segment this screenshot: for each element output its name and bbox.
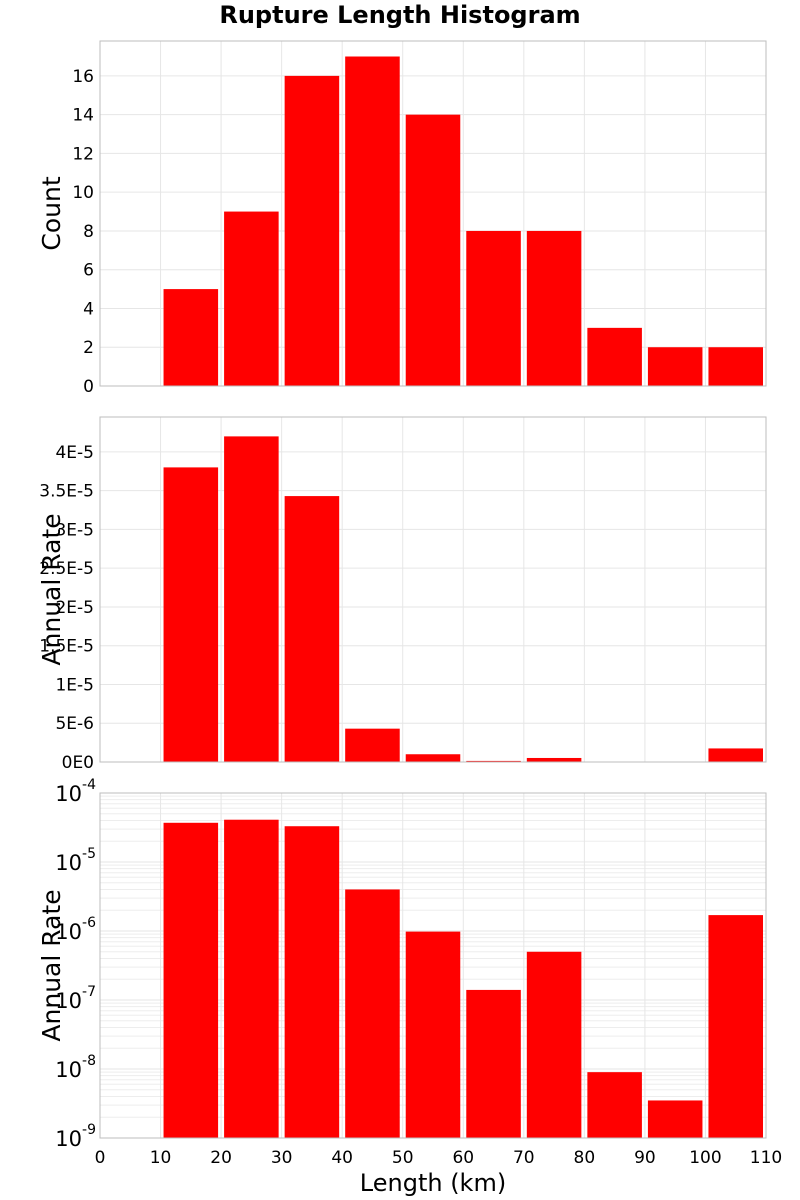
bar: [466, 760, 521, 762]
y-tick-label: 0: [83, 377, 94, 397]
bar: [708, 347, 763, 386]
plot-frame: [99, 40, 767, 387]
y-tick-label: 1E-5: [55, 675, 94, 695]
x-tick-label: 60: [452, 1148, 474, 1168]
bar: [526, 951, 582, 1138]
bar: [284, 826, 340, 1138]
x-tick-label: 50: [392, 1148, 414, 1168]
bar: [224, 819, 279, 1138]
y-tick-label: 10-9: [55, 1122, 96, 1151]
bar: [466, 230, 521, 386]
y-axis-label: Annual Rate: [37, 513, 66, 665]
bar: [224, 436, 279, 762]
bar: [708, 915, 763, 1138]
y-tick-label: 10: [72, 183, 94, 203]
y-tick-label: 10-6: [55, 915, 96, 944]
plot-frame: [99, 416, 767, 763]
y-tick-label: 1.5E-5: [39, 637, 94, 657]
bar: [224, 211, 279, 386]
x-tick-label: 110: [750, 1148, 782, 1168]
y-axis-label: Count: [37, 176, 66, 250]
bar: [345, 56, 400, 387]
y-tick-label: 10-5: [55, 846, 96, 875]
y-tick-label: 10-4: [55, 777, 96, 806]
y-tick-label: 3.5E-5: [39, 482, 94, 502]
y-tick-label: 10-8: [55, 1053, 96, 1082]
bar: [163, 822, 219, 1138]
bar: [647, 347, 703, 386]
x-tick-label: 100: [689, 1148, 721, 1168]
y-tick-label: 3E-5: [55, 520, 94, 540]
rate-log-panel: 10-9 10-8 10-7 10-6 10-5 10-4 Annual Rate 0 10 20…: [37, 777, 782, 1168]
x-tick-label: 0: [95, 1148, 106, 1168]
y-tick-label: 2E-5: [55, 598, 94, 618]
y-tick-label: 2.5E-5: [39, 559, 94, 579]
chart-title: Rupture Length Histogram: [219, 1, 580, 29]
x-tick-label: 10: [150, 1148, 172, 1168]
y-tick-label: 12: [72, 144, 94, 164]
y-tick-label: 4: [83, 299, 94, 319]
bar: [284, 75, 340, 387]
x-tick-label: 90: [634, 1148, 656, 1168]
bar: [405, 754, 461, 762]
y-tick-label: 10-7: [55, 984, 96, 1013]
bar: [405, 931, 461, 1138]
bar: [284, 496, 340, 762]
y-tick-label: 14: [72, 106, 94, 126]
bar: [587, 327, 642, 386]
bar: [163, 467, 219, 762]
x-tick-label: 70: [513, 1148, 535, 1168]
x-tick-label: 80: [574, 1148, 596, 1168]
y-tick-label: 0E0: [62, 753, 94, 773]
y-tick-label: 2: [83, 338, 94, 358]
x-axis-label: Length (km): [360, 1169, 506, 1197]
bar: [405, 114, 461, 387]
y-tick-label: 6: [83, 261, 94, 281]
y-axis-label: Annual Rate: [37, 889, 66, 1041]
x-tick-label: 40: [331, 1148, 353, 1168]
bar: [587, 1072, 642, 1138]
x-tick-label: 20: [210, 1148, 232, 1168]
bar: [647, 1100, 703, 1138]
rate-linear-panel: 0E0 5E-6 1E-5 1.5E-5 2E-5 2.5E-5 3E-5 3.5E-5 4E-…: [37, 416, 767, 773]
bar: [345, 728, 400, 762]
bar: [466, 989, 521, 1138]
bar: [163, 289, 219, 386]
bar: [708, 748, 763, 762]
bar: [345, 889, 400, 1138]
y-tick-label: 5E-6: [55, 714, 94, 734]
y-tick-label: 8: [83, 222, 94, 242]
plot-frame: [99, 792, 767, 1139]
bar: [526, 757, 582, 762]
y-tick-label: 16: [72, 67, 94, 87]
bar: [526, 230, 582, 386]
x-tick-label: 30: [271, 1148, 293, 1168]
y-tick-label: 4E-5: [55, 443, 94, 463]
count-panel: 0 2 4 6 8 10 12 14 16 Count: [37, 40, 767, 397]
